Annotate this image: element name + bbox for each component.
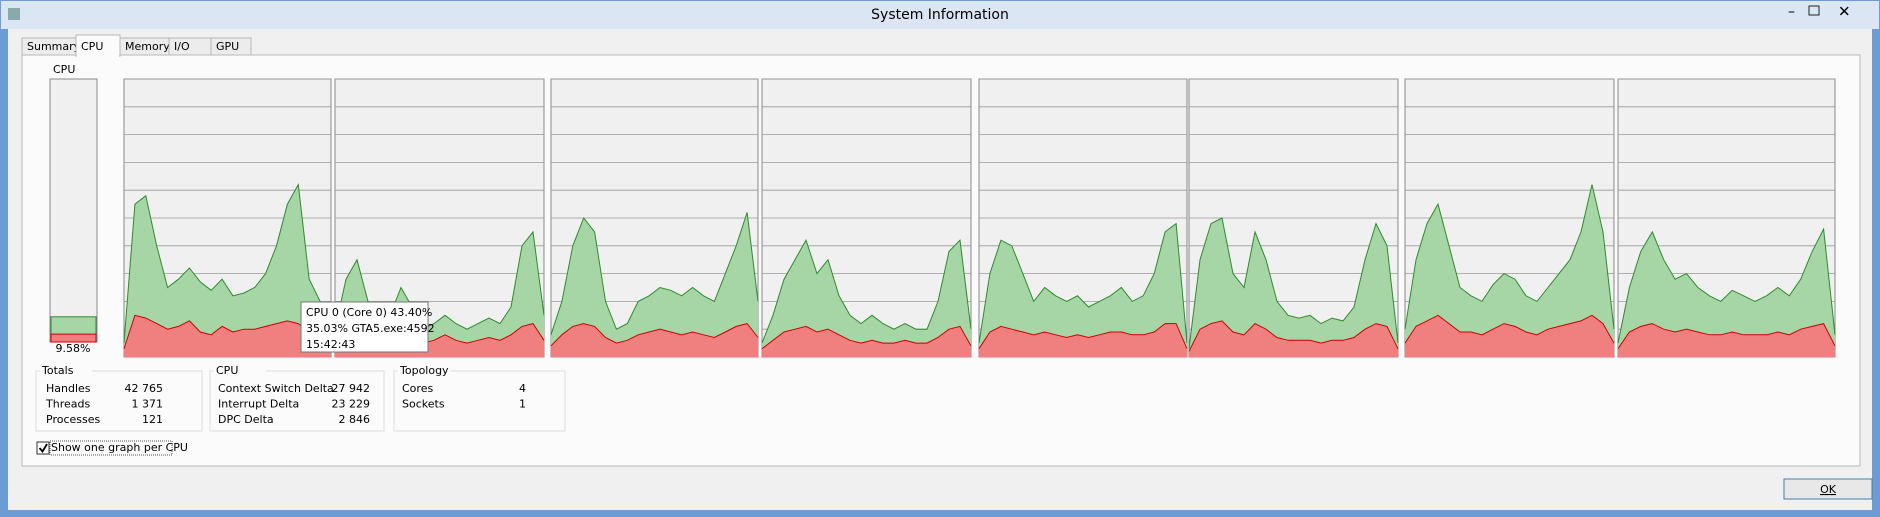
cpu-line-total — [550, 212, 759, 335]
group-title: CPU — [216, 364, 238, 377]
cpu-line-total — [123, 183, 332, 344]
row-label: Cores — [402, 382, 433, 395]
cpu-line-kernel — [978, 323, 1188, 349]
cpu-area-total — [551, 212, 758, 357]
row-value: 2 846 — [339, 413, 371, 426]
cpu-area-total — [1405, 184, 1614, 357]
cpu-line-kernel — [1188, 320, 1399, 352]
tab-label[interactable]: I/O — [174, 40, 190, 53]
cpu-line-total — [1404, 184, 1615, 330]
minimize-button[interactable]: – — [1788, 4, 1795, 20]
app-icon — [8, 8, 20, 20]
cpu-line-kernel — [550, 323, 759, 347]
cpu-line-kernel — [761, 325, 972, 350]
row-value: 42 765 — [125, 382, 164, 395]
title-bar — [1, 1, 1879, 29]
close-button[interactable]: ✕ — [1838, 3, 1851, 21]
row-label: Sockets — [402, 398, 445, 411]
row-label: Handles — [46, 382, 91, 395]
tooltip-line: 35.03% GTA5.exe:4592 — [306, 322, 435, 335]
row-label: Context Switch Delta — [218, 382, 334, 395]
cpu-area-total — [124, 184, 331, 357]
cpu-line-kernel — [1404, 314, 1615, 344]
tooltip — [300, 301, 429, 353]
row-label: Interrupt Delta — [218, 398, 299, 411]
tooltip-line: CPU 0 (Core 0) 43.40% — [306, 306, 432, 319]
row-value: 4 — [519, 382, 526, 395]
ok-label[interactable]: OK — [1820, 483, 1837, 496]
checkmark — [38, 443, 48, 454]
cpu-area-kernel — [124, 315, 331, 357]
cpu-area-kernel — [551, 323, 758, 357]
group-box — [209, 370, 385, 432]
row-value: 1 371 — [132, 398, 164, 411]
row-value: 121 — [142, 413, 163, 426]
group-title-bg — [398, 364, 450, 376]
meter-label: CPU — [53, 63, 75, 76]
cpu-line-kernel — [123, 314, 332, 349]
group-box — [393, 370, 566, 432]
checkbox-label[interactable]: Show one graph per CPU — [51, 441, 188, 454]
tab-label[interactable]: CPU — [81, 40, 103, 53]
meter-kernel — [50, 333, 97, 343]
row-label: DPC Delta — [218, 413, 274, 426]
cpu-area-total — [762, 240, 971, 357]
meter-frame — [49, 78, 98, 343]
group-title-bg — [214, 364, 266, 376]
group-title: Topology — [399, 364, 449, 377]
cpu-area-total — [1189, 218, 1398, 357]
cpu-line-total — [978, 222, 1188, 344]
group-box — [35, 370, 203, 432]
cpu-line-total — [1617, 227, 1836, 344]
row-value: 1 — [519, 398, 526, 411]
tab-label[interactable]: GPU — [216, 40, 239, 53]
row-label: Processes — [46, 413, 100, 426]
cpu-area-kernel — [1618, 323, 1835, 357]
cpu-area-kernel — [979, 323, 1187, 357]
row-value: 23 229 — [332, 398, 371, 411]
tooltip-line: 15:42:43 — [306, 338, 355, 351]
cpu-area-kernel — [1189, 320, 1398, 357]
group-title: Totals — [41, 364, 74, 377]
window-title: System Information — [871, 7, 1009, 23]
cpu-line-kernel — [1617, 323, 1836, 349]
tab[interactable] — [210, 37, 252, 56]
group-title-bg — [40, 364, 92, 376]
row-label: Threads — [45, 398, 90, 411]
tab-label[interactable]: Summary — [27, 40, 81, 53]
maximize-button[interactable] — [1808, 5, 1820, 16]
cpu-area-total — [979, 223, 1187, 357]
meter-value: 9.58% — [56, 342, 91, 355]
cpu-line-total — [1188, 217, 1399, 349]
cpu-line-total — [761, 238, 972, 344]
cpu-area-total — [1618, 229, 1835, 357]
tab-label[interactable]: Memory — [125, 40, 170, 53]
ok-button[interactable] — [1783, 478, 1873, 500]
row-value: 27 942 — [332, 382, 371, 395]
focus-rect — [49, 440, 173, 456]
tab-join — [77, 54, 119, 57]
